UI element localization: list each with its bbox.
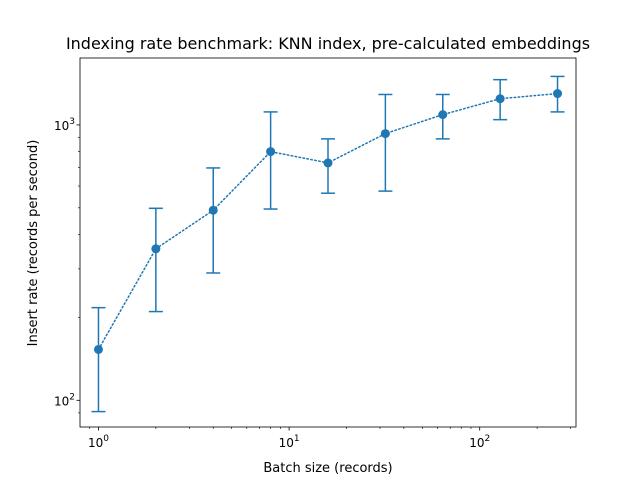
chart-title: Indexing rate benchmark: KNN index, pre-… — [66, 34, 590, 53]
data-point — [93, 344, 103, 354]
data-point — [266, 147, 276, 157]
x-tick-label: 101 — [279, 434, 300, 450]
data-point — [151, 244, 161, 254]
data-point — [208, 205, 218, 215]
y-axis-label: Insert rate (records per second) — [26, 140, 41, 347]
plot-area: 100 101 102 102 103 — [54, 57, 577, 450]
data-point — [553, 89, 563, 99]
y-tick-label: 102 — [54, 392, 75, 408]
x-axis-label: Batch size (records) — [263, 461, 392, 476]
plot-frame — [79, 57, 577, 428]
y-tick-label: 103 — [54, 117, 75, 133]
data-point — [323, 158, 333, 168]
data-point — [380, 129, 390, 139]
x-tick-label: 102 — [469, 434, 490, 450]
data-point — [438, 110, 448, 120]
x-tick-label: 100 — [88, 434, 109, 450]
data-point — [495, 94, 505, 104]
